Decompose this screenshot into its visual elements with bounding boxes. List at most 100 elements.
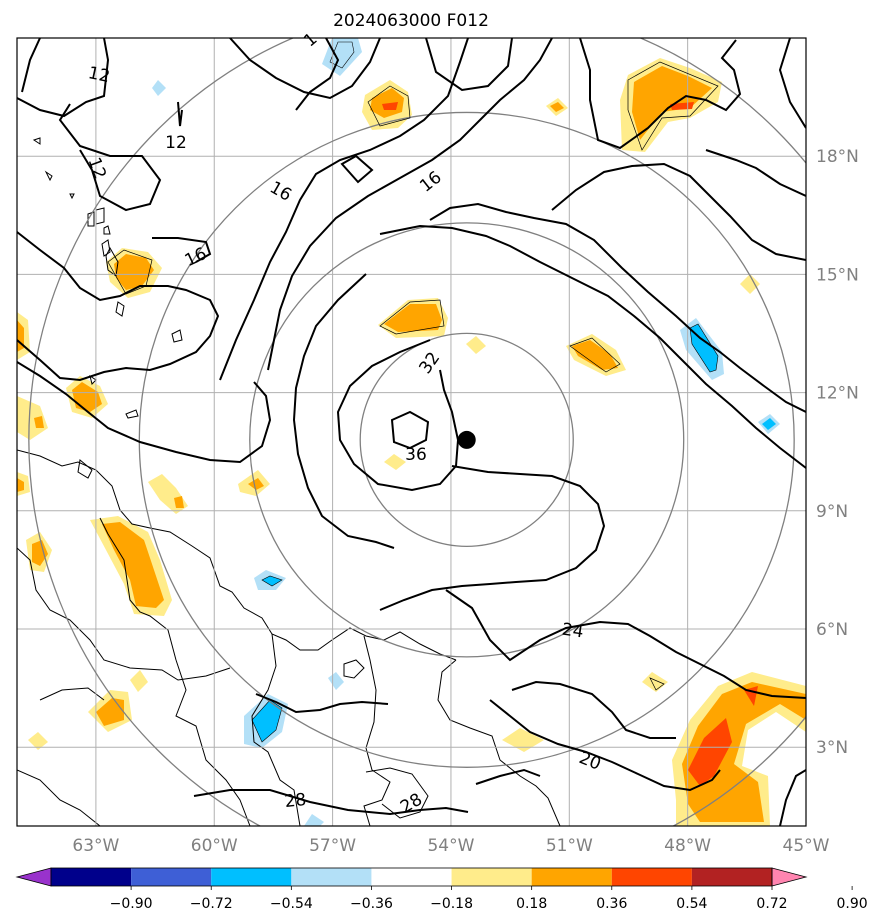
shade-outline-layer [107,61,719,691]
contour-label: 36 [405,445,427,465]
contour-line [17,38,110,118]
colorbar-tick-label: 0.36 [596,896,627,912]
island [103,225,111,235]
storm-center-marker [457,430,476,449]
colorbar-segment [531,868,612,886]
shade-outline [649,677,665,691]
shade-outline [627,61,719,151]
longitude-tick-label: 51°W [546,836,593,856]
contour-label: 24 [561,620,585,643]
positive-anomaly-area [382,102,398,110]
latitude-tick-labels: 18°N 15°N 12°N 9°N 6°N 3°N [816,147,859,758]
positive-anomaly-area [384,304,442,332]
border-line [17,769,101,826]
latitude-tick-label: 3°N [816,738,848,758]
colorbar-tick-label: −0.54 [270,896,313,912]
contour-line [336,339,460,492]
contour-line [17,361,272,464]
negative-anomaly-area [304,814,324,826]
colorbar-tick-label: 0.90 [837,896,868,912]
contour-line [379,465,606,611]
negative-anomaly-area [261,575,283,587]
island [115,301,125,317]
contour-line [511,680,676,739]
shade-outline [367,85,411,127]
colorbar-segment [691,868,772,886]
latitude-tick-label: 12°N [816,384,859,404]
contour-line [379,224,806,469]
contour-line [152,237,212,263]
positive-anomaly-area [572,340,618,370]
positive-anomaly-area [688,718,732,786]
colorbar-segment [291,868,372,886]
colorbar-tick-label: 0.18 [516,896,547,912]
contour-line [21,38,41,93]
contour-line [425,38,513,92]
contour-label: 12 [165,133,187,153]
border-line [363,635,391,826]
longitude-tick-label: 63°W [72,836,119,856]
positive-anomaly-area [248,478,264,490]
contour-label: 28 [284,790,308,812]
coastline-layer [17,137,561,826]
positive-anomaly-area [502,728,544,752]
coastline [437,659,561,826]
colorbar-min-extension [15,867,52,887]
negative-anomaly-area [329,41,355,69]
gridline-layer [17,38,806,826]
range-ring [359,332,574,548]
latitude-tick-label: 9°N [816,502,848,522]
negative-anomaly-area [152,80,166,96]
contour-line [295,38,340,111]
positive-anomaly-area [17,478,24,492]
colorbar: −0.90 −0.72 −0.54 −0.36 −0.18 0.18 0.36 0.54 0.7… [15,867,868,912]
contour-line [429,202,806,413]
coastline [99,517,177,661]
shade-outline [107,249,153,295]
positive-anomaly-area [96,698,124,726]
contour-line [579,38,742,150]
positive-anomaly-area [174,496,184,508]
figure-title: 2024063000 F012 [333,11,489,31]
positive-anomaly-area [34,416,44,428]
negative-anomaly-area [328,672,344,690]
island [171,329,183,343]
colorbar-tick-label: −0.90 [110,896,153,912]
longitude-tick-label: 60°W [191,836,238,856]
colorbar-segment [211,868,292,886]
positive-anomaly-area [466,336,486,354]
colorbar-segment [51,868,132,886]
negative-anomaly-area [251,699,283,743]
positive-anomaly-area [370,88,404,118]
colorbar-max-extension [771,867,808,887]
colorbar-segment [131,868,212,886]
island [32,137,41,145]
island [89,374,97,385]
contour-line [229,38,381,100]
contour-line [267,38,553,371]
contour-line [219,38,469,381]
contour-label: 12 [86,63,111,87]
island [125,409,139,419]
contour-line [193,789,469,816]
positive-anomaly-area [130,670,148,692]
positive-anomaly-area [740,274,760,294]
contour-line [551,162,806,261]
coastline [17,449,457,661]
shade-outline [569,337,621,373]
colorbar-tick-label: −0.36 [350,896,393,912]
colorbar-tick-label: −0.72 [190,896,233,912]
range-ring [28,38,806,826]
island [343,659,365,679]
range-ring-layer [28,38,806,826]
contour-line [177,101,183,127]
range-ring [138,111,795,768]
positive-anomaly-area [384,454,406,470]
negative-anomaly-area [762,418,776,430]
positive-anomaly-area [102,522,164,608]
island [44,170,53,182]
contour-layer [17,38,806,826]
positive-anomaly-area [550,102,564,112]
contour-line [17,231,220,382]
latitude-tick-label: 6°N [816,620,848,640]
